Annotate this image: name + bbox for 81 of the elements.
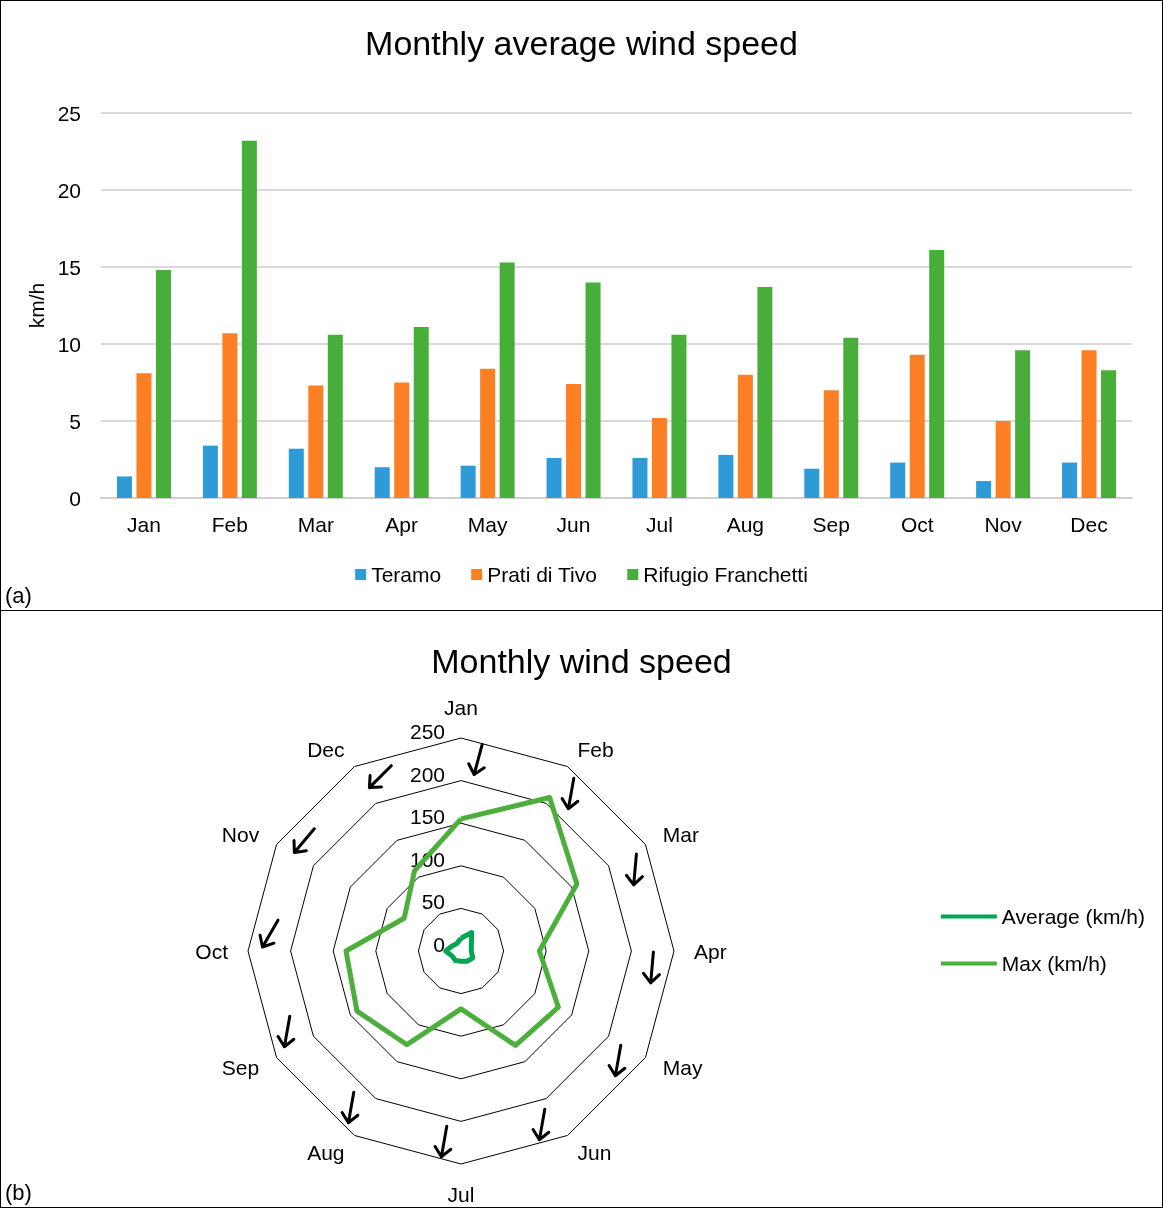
bar xyxy=(394,382,410,498)
spoke-label: Mar xyxy=(662,823,699,846)
bar xyxy=(413,327,429,498)
y-axis-title: km/h xyxy=(24,282,48,329)
legend-label: Average (km/h) xyxy=(1001,905,1146,928)
text: (a) xyxy=(5,582,32,608)
x-tick-label: Oct xyxy=(900,513,934,536)
bar xyxy=(116,476,132,498)
y-tick-label: 15 xyxy=(57,255,81,279)
spoke-label: Nov xyxy=(221,823,260,846)
bar xyxy=(1015,350,1031,498)
x-tick-label: Apr xyxy=(385,513,419,536)
bar xyxy=(241,140,257,498)
bar xyxy=(585,282,601,498)
bar xyxy=(1062,462,1078,498)
spoke-label: Jan xyxy=(444,696,478,719)
bar xyxy=(155,270,171,498)
bar xyxy=(651,417,667,498)
bar xyxy=(909,354,925,498)
x-tick-label: Sep xyxy=(812,513,850,536)
bar xyxy=(136,373,152,498)
x-tick-label: Feb xyxy=(211,513,248,536)
bar xyxy=(546,457,562,498)
spoke-label: Apr xyxy=(694,939,727,963)
spoke-label: Feb xyxy=(577,737,614,761)
bar xyxy=(995,421,1011,498)
spoke-label: Jul xyxy=(447,1183,475,1206)
bar xyxy=(202,445,218,498)
bar xyxy=(327,334,343,498)
bar xyxy=(632,457,648,498)
y-tick-label: 20 xyxy=(57,178,81,202)
y-tick-label: 10 xyxy=(57,332,81,356)
x-tick-label: Dec xyxy=(1070,513,1108,536)
y-tick-label: 250 xyxy=(409,720,445,743)
spoke-label: Sep xyxy=(221,1056,260,1079)
x-tick-label: Nov xyxy=(984,513,1023,536)
text: (b) xyxy=(5,1179,32,1205)
legend-label: Prati di Tivo xyxy=(487,563,597,586)
x-tick-label: Jan xyxy=(127,513,161,536)
spoke-label: Oct xyxy=(195,939,229,963)
x-tick-label: Aug xyxy=(726,513,765,536)
y-tick-label: 0 xyxy=(433,933,445,956)
spoke-label: Dec xyxy=(307,737,345,761)
spoke-label: May xyxy=(662,1056,703,1079)
bar xyxy=(976,481,992,498)
chart-title: Monthly wind speed xyxy=(431,642,732,680)
bar xyxy=(308,385,324,498)
bar xyxy=(737,374,753,498)
bar xyxy=(222,333,238,498)
spoke-label: Aug xyxy=(307,1141,345,1165)
bar xyxy=(499,262,515,498)
legend-label: Max (km/h) xyxy=(1001,952,1107,975)
bar xyxy=(1101,370,1117,498)
spoke-label: Jun xyxy=(577,1141,612,1165)
x-tick-label: Jul xyxy=(646,513,673,536)
bar xyxy=(823,390,839,498)
y-tick-label: 200 xyxy=(409,762,445,786)
bar xyxy=(890,462,906,498)
legend-label: Teramo xyxy=(371,563,442,586)
bar xyxy=(480,368,496,498)
legend-label: Rifugio Franchetti xyxy=(643,563,808,586)
bar xyxy=(671,334,687,498)
bar xyxy=(804,468,820,498)
bar xyxy=(288,448,304,498)
bar xyxy=(1081,350,1097,498)
y-tick-label: 0 xyxy=(69,486,81,510)
x-tick-label: Jun xyxy=(556,513,591,536)
y-tick-label: 150 xyxy=(409,805,445,829)
chart-title: Monthly average wind speed xyxy=(365,24,798,62)
bar xyxy=(374,467,390,498)
x-tick-label: May xyxy=(467,513,508,536)
y-tick-label: 5 xyxy=(69,409,81,433)
bar xyxy=(929,250,945,498)
bar xyxy=(757,287,773,498)
bar xyxy=(566,384,582,498)
y-tick-label: 25 xyxy=(57,101,81,125)
y-tick-label: 50 xyxy=(421,890,445,914)
bar xyxy=(460,465,476,498)
bar xyxy=(843,337,859,498)
bar xyxy=(718,454,734,498)
x-tick-label: Mar xyxy=(297,513,334,536)
